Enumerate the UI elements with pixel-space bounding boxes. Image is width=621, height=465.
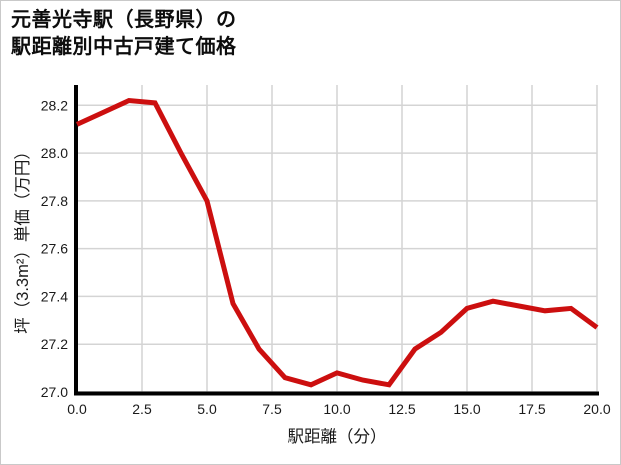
x-tick-label: 7.5 xyxy=(262,401,282,417)
y-tick-label: 27.4 xyxy=(41,288,68,304)
chart-title-line2: 駅距離別中古戸建て価格 xyxy=(11,36,237,58)
x-tick-label: 12.5 xyxy=(388,401,415,417)
y-tick-label: 28.0 xyxy=(41,145,68,161)
y-tick-label: 27.6 xyxy=(41,241,68,257)
price-line xyxy=(75,97,599,388)
y-tick-label: 28.2 xyxy=(41,97,68,113)
chart-title: 元善光寺駅（長野県）の 駅距離別中古戸建て価格 xyxy=(11,7,237,61)
x-tick-label: 5.0 xyxy=(197,401,217,417)
y-tick-label: 27.0 xyxy=(41,384,68,400)
chart-title-line1: 元善光寺駅（長野県）の xyxy=(11,9,237,31)
x-tick-label: 10.0 xyxy=(323,401,350,417)
y-tick-label: 27.2 xyxy=(41,336,68,352)
y-tick-label: 27.8 xyxy=(41,193,68,209)
y-axis-title: 坪（3.3m²）単価（万円） xyxy=(13,143,32,334)
x-tick-label: 20.0 xyxy=(583,401,610,417)
x-axis-title: 駅距離（分） xyxy=(288,427,387,446)
x-tick-label: 17.5 xyxy=(518,401,545,417)
x-tick-label: 0.0 xyxy=(67,401,87,417)
x-tick-label: 15.0 xyxy=(453,401,480,417)
x-tick-label: 2.5 xyxy=(132,401,152,417)
